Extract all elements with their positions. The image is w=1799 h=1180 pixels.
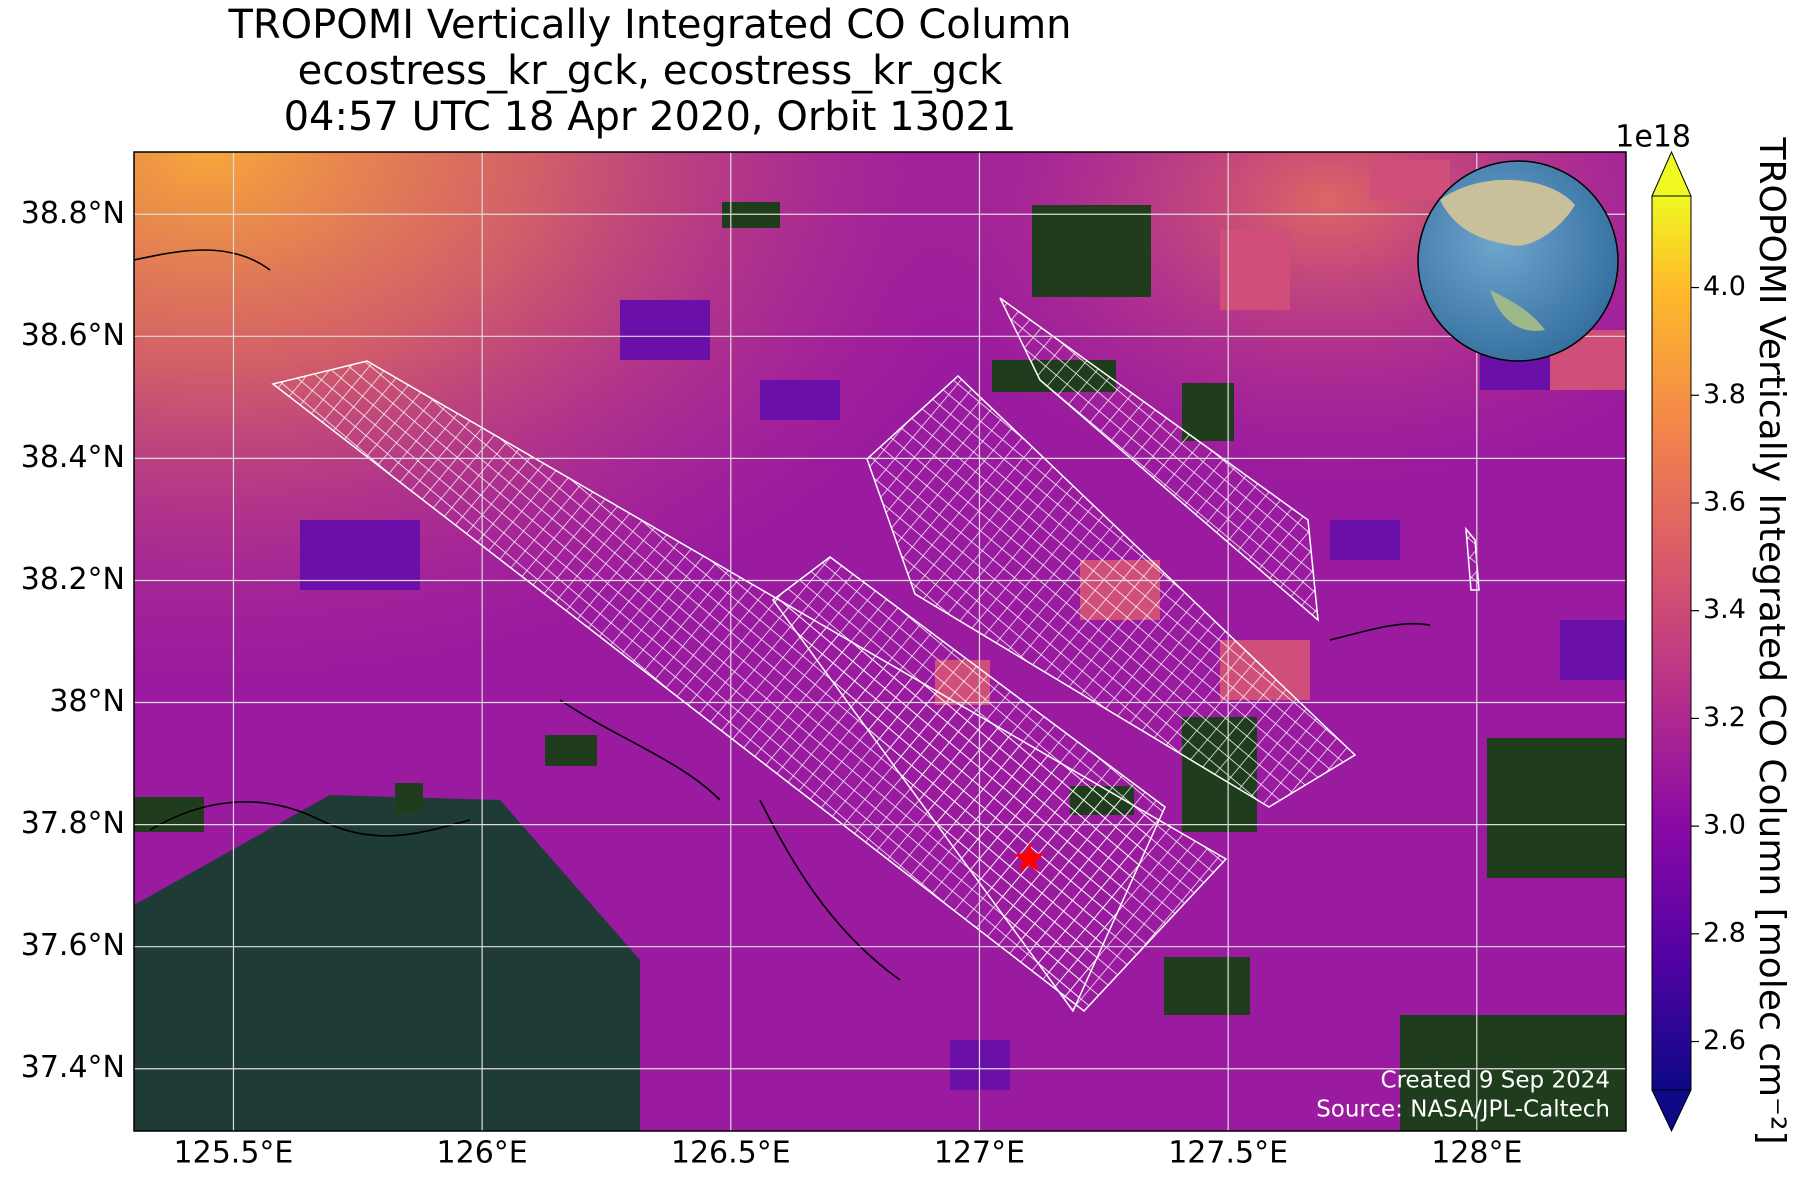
ecostress-swath xyxy=(271,297,1480,1013)
colorbar-offset: 1e18 xyxy=(1615,120,1691,155)
y-tick-label: 38.8°N xyxy=(21,196,125,231)
y-tick-label: 37.8°N xyxy=(21,806,125,841)
x-tick-label: 127°E xyxy=(934,1136,1025,1171)
chart-subtitle: 04:57 UTC 18 Apr 2020, Orbit 13021 xyxy=(284,94,1017,140)
co-cells-low xyxy=(300,300,1626,1090)
y-tick-label: 37.4°N xyxy=(21,1050,125,1085)
colorbar-tick-label: 4.0 xyxy=(1703,271,1746,302)
map-area: Created 9 Sep 2024 Source: NASA/JPL-Calt… xyxy=(134,152,1626,1131)
colorbar-tick-label: 3.6 xyxy=(1703,486,1746,517)
colorbar-tick-label: 2.6 xyxy=(1703,1025,1746,1056)
globe-inset xyxy=(1417,160,1619,362)
colorbar-tick-label: 3.2 xyxy=(1703,702,1746,733)
colorbar-tick-label: 3.4 xyxy=(1703,594,1746,625)
x-tick-label: 128°E xyxy=(1431,1136,1522,1171)
map-frame xyxy=(133,151,1627,1132)
created-note: Created 9 Sep 2024 xyxy=(1381,1068,1610,1094)
y-tick-label: 38°N xyxy=(49,684,125,719)
colorbar-tick-label: 2.8 xyxy=(1703,917,1746,948)
x-tick-label: 126.5°E xyxy=(671,1136,791,1171)
y-tick-label: 38.4°N xyxy=(21,440,125,475)
chart-subtitle: ecostress_kr_gck, ecostress_kr_gck xyxy=(298,48,1003,94)
colorbar-label: TROPOMI Vertically Integrated CO Column … xyxy=(1751,136,1792,1144)
y-tick-label: 38.2°N xyxy=(21,562,125,597)
x-tick-label: 126°E xyxy=(437,1136,528,1171)
coastline xyxy=(134,249,1431,981)
y-tick-label: 37.6°N xyxy=(21,928,125,963)
y-tick-label: 38.6°N xyxy=(21,318,125,353)
site-marker xyxy=(1014,842,1045,872)
sea xyxy=(134,795,640,1131)
colorbar xyxy=(1651,150,1692,1133)
x-tick-label: 125.5°E xyxy=(174,1136,294,1171)
x-tick-label: 127.5°E xyxy=(1168,1136,1288,1171)
colorbar-tick-label: 3.0 xyxy=(1703,810,1746,841)
chart-title: TROPOMI Vertically Integrated CO Column xyxy=(227,2,1071,48)
colorbar-tick-label: 3.8 xyxy=(1703,379,1746,410)
source-note: Source: NASA/JPL-Caltech xyxy=(1316,1097,1610,1123)
